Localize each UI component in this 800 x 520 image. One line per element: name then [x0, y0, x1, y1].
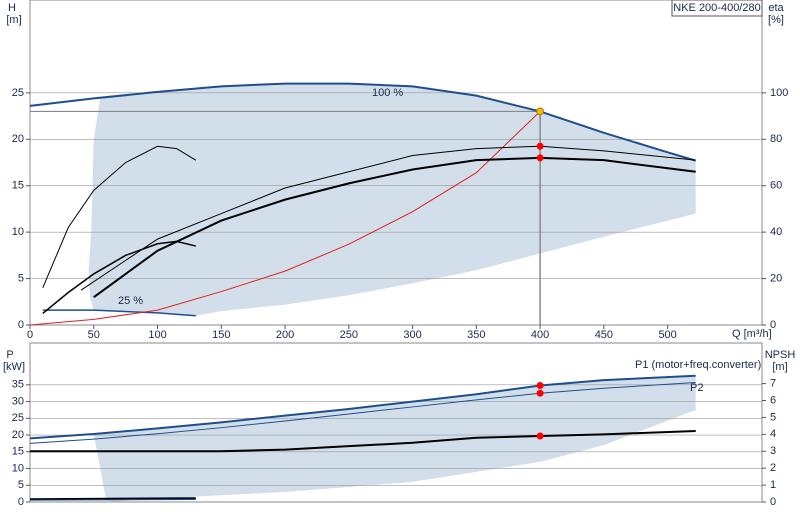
y-tick-label: 15 [12, 446, 24, 458]
x-tick-label: 450 [595, 329, 613, 341]
y2-tick-label: 80 [770, 133, 782, 145]
y2-tick-label: 0 [770, 496, 776, 508]
curve [29, 82, 696, 162]
x-tick-label: 300 [403, 329, 421, 341]
y-axis-unit: [kW] [3, 361, 25, 373]
duty-point [536, 107, 545, 116]
duty-point [536, 432, 544, 440]
operating-region [93, 375, 696, 502]
y2-tick-label: 4 [770, 428, 776, 440]
curve [93, 156, 696, 298]
curve-label: 25 % [118, 295, 143, 307]
y-tick-label: 25 [12, 412, 24, 424]
y2-tick-label: 0 [770, 319, 776, 331]
x-tick-label: 500 [658, 329, 676, 341]
x-tick-label: 200 [276, 329, 294, 341]
y2-tick-label: 1 [770, 479, 776, 491]
duty-point [536, 154, 544, 162]
curve [42, 309, 196, 317]
y-tick-label: 20 [12, 133, 24, 145]
curve [29, 497, 196, 500]
curve [42, 145, 197, 289]
y-tick-label: 0 [18, 496, 24, 508]
y-tick-label: 25 [12, 87, 24, 99]
y-tick-label: 35 [12, 379, 24, 391]
y2-tick-label: 40 [770, 226, 782, 238]
y-axis-label: P [6, 349, 13, 361]
y2-tick-label: 60 [770, 180, 782, 192]
y2-tick-label: 6 [770, 394, 776, 406]
curve [30, 429, 696, 453]
curve [29, 111, 541, 326]
curve [80, 145, 696, 291]
y-axis-unit: [m] [6, 14, 21, 26]
chart-title: NKE 200-400/280 [673, 2, 760, 14]
duty-point [536, 142, 544, 150]
y-tick-label: 30 [12, 395, 24, 407]
curve [29, 374, 696, 440]
y2-tick-label: 2 [770, 462, 776, 474]
x-tick-label: 100 [148, 329, 166, 341]
curve [42, 240, 196, 314]
y-tick-label: 5 [18, 272, 24, 284]
curve-label: P1 (motor+freq.converter) [635, 359, 761, 371]
x-axis-label: Q [m³/h] [732, 328, 772, 340]
y2-tick-label: 3 [770, 445, 776, 457]
y2-tick-label: 100 [770, 87, 788, 99]
operating-region [88, 83, 696, 316]
x-tick-label: 150 [212, 329, 230, 341]
x-tick-label: 50 [88, 329, 100, 341]
y-axis-label: H [8, 2, 16, 14]
x-tick-label: 350 [467, 329, 485, 341]
y-tick-label: 5 [18, 479, 24, 491]
title-box [671, 0, 763, 17]
y2-tick-label: 5 [770, 411, 776, 423]
y2-axis-unit: [%] [768, 14, 784, 26]
curve-label: 100 % [372, 87, 403, 99]
y2-tick-label: 20 [770, 272, 782, 284]
y-tick-label: 10 [12, 226, 24, 238]
curve [29, 381, 696, 444]
x-tick-label: 400 [531, 329, 549, 341]
duty-point [536, 389, 544, 397]
y-tick-label: 0 [18, 319, 24, 331]
duty-point [536, 382, 544, 390]
y-tick-label: 15 [12, 180, 24, 192]
y-tick-label: 10 [12, 462, 24, 474]
y-tick-label: 20 [12, 429, 24, 441]
y2-tick-label: 7 [770, 378, 776, 390]
y2-axis-label: eta [768, 2, 784, 14]
y2-axis-unit: [m] [772, 361, 787, 373]
x-tick-label: 250 [340, 329, 358, 341]
curve-label: P2 [690, 382, 703, 394]
x-tick-label: 0 [27, 329, 33, 341]
y2-axis-label: NPSH [765, 349, 796, 361]
